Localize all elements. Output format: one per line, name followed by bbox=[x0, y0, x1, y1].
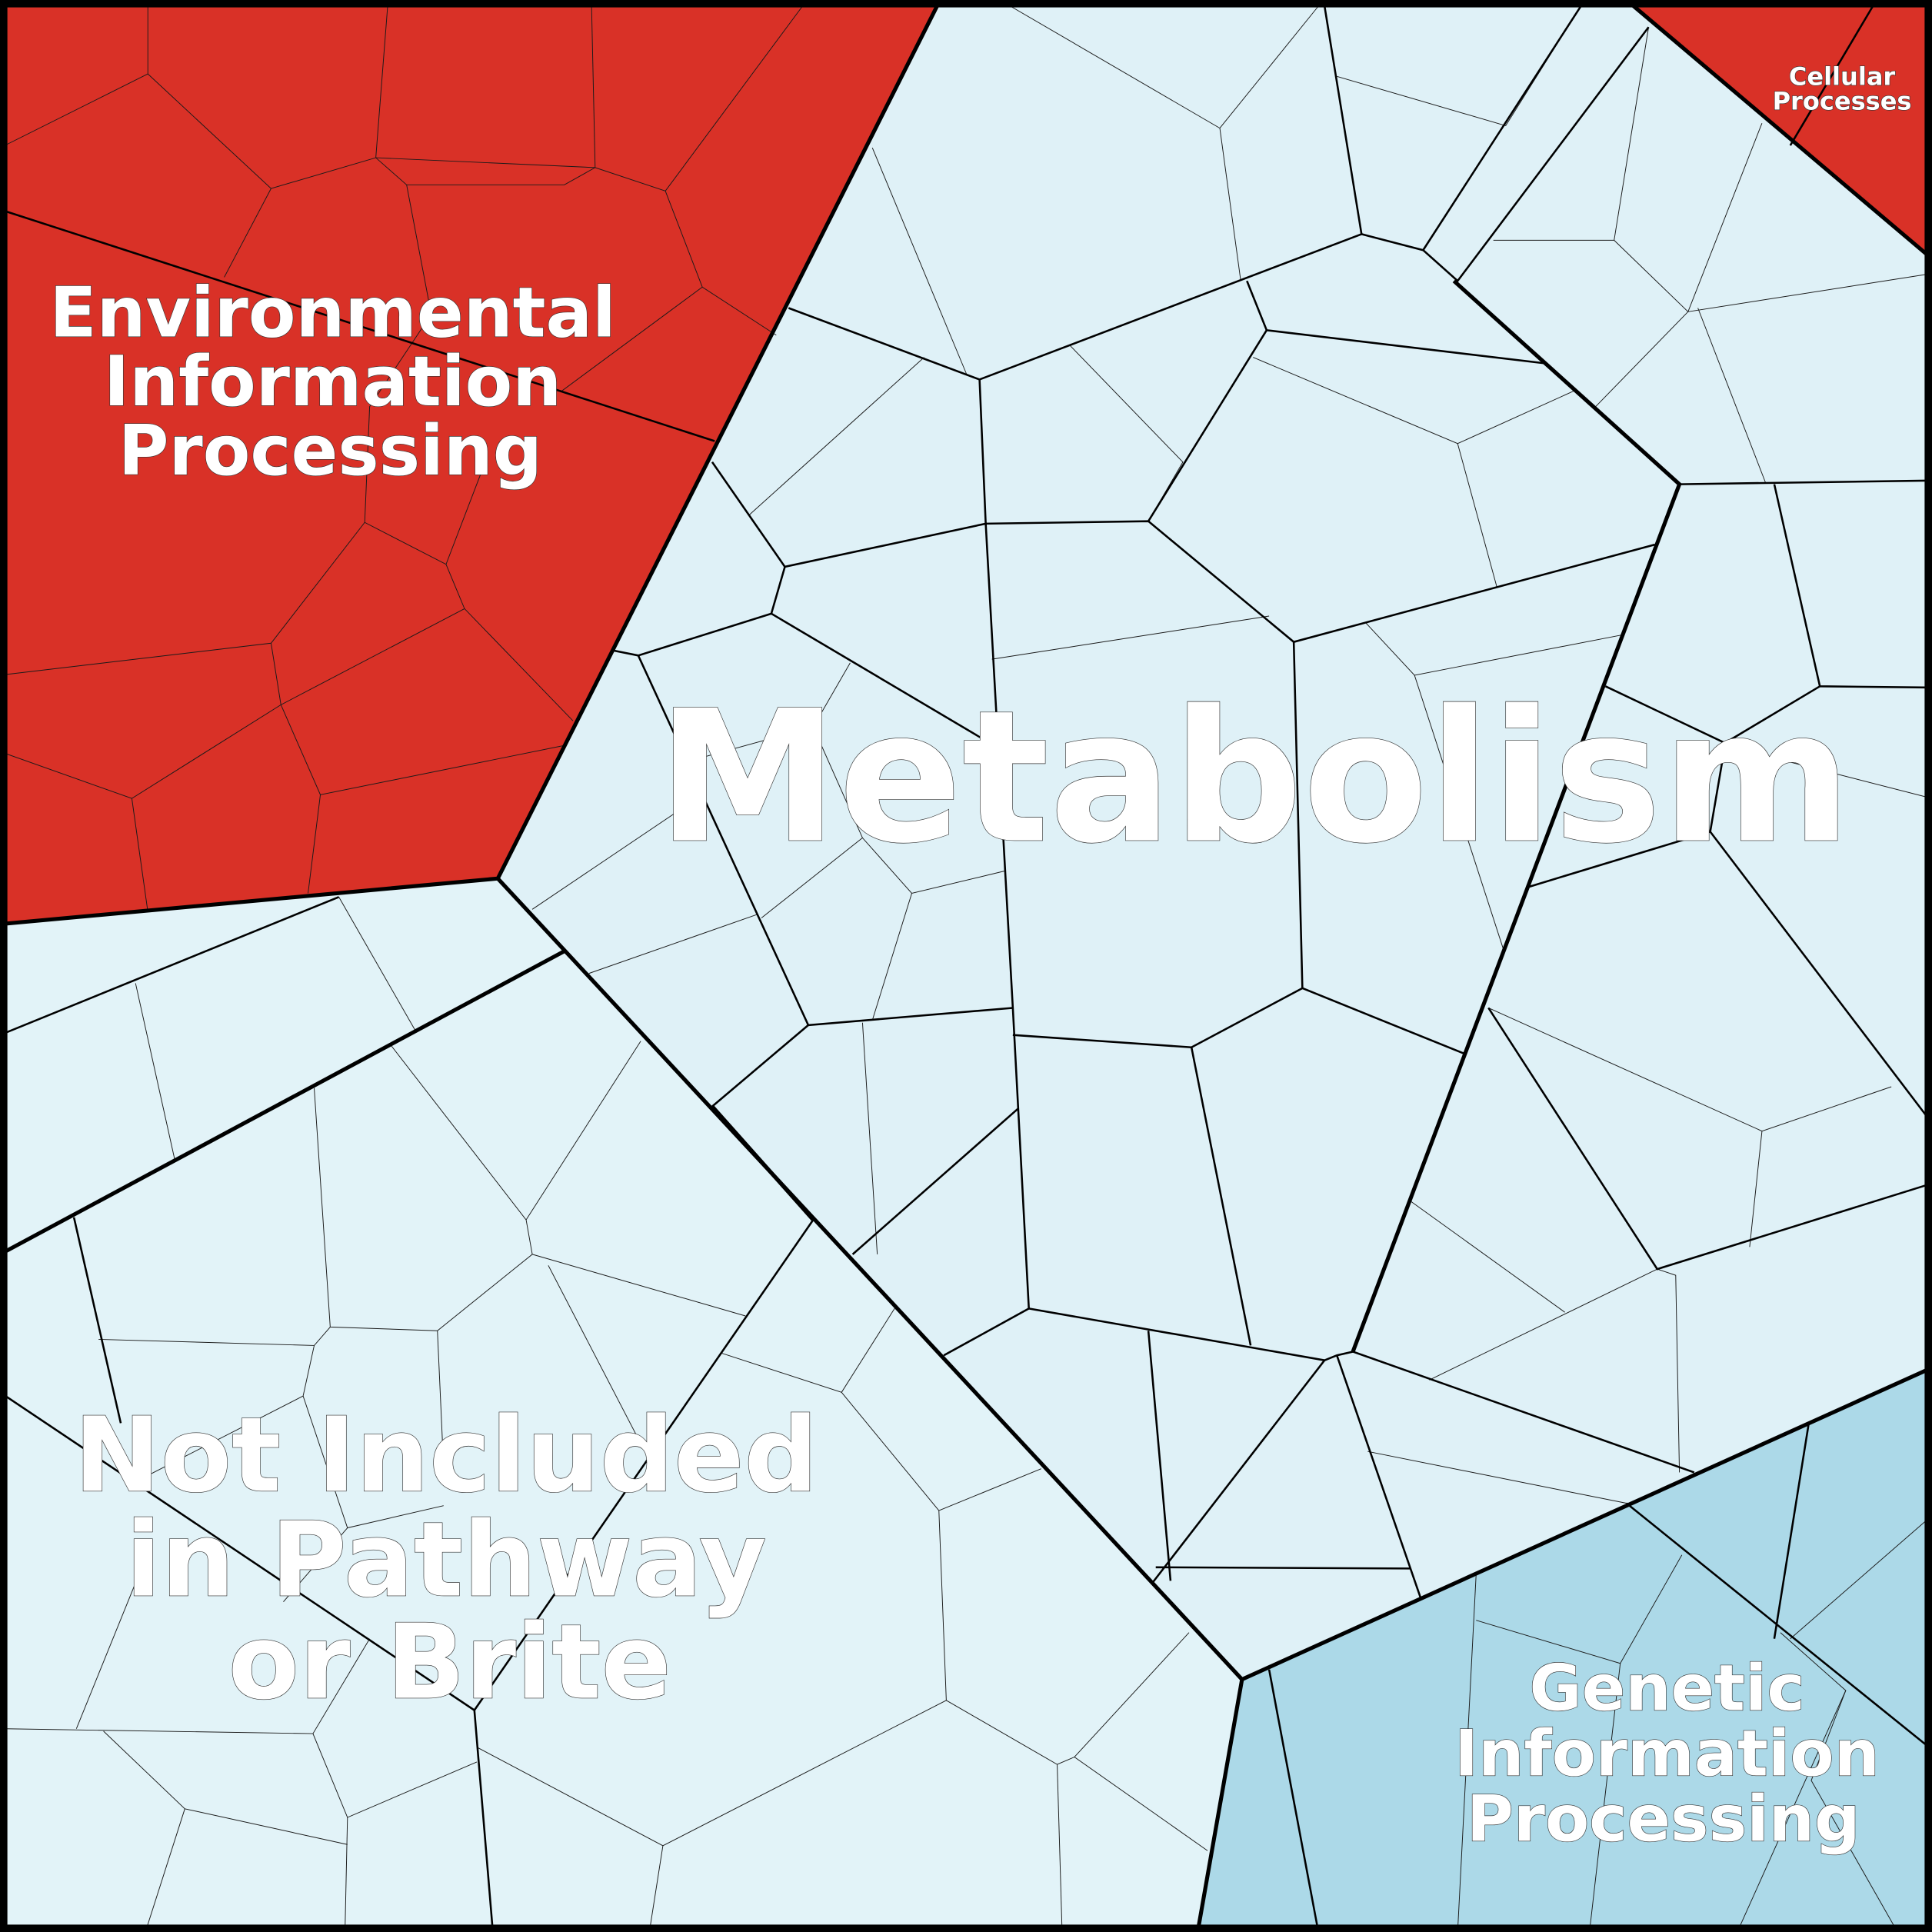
region-genetic[interactable] bbox=[1198, 1367, 1932, 1932]
label-genetic: Genetic Information Processing bbox=[1454, 1651, 1880, 1857]
label-environmental: Environmental Information Processing bbox=[49, 273, 617, 492]
label-cellular: Cellular Processes bbox=[1772, 62, 1912, 116]
svg-text:Information: Information bbox=[104, 342, 561, 422]
region-environmental[interactable] bbox=[0, 0, 941, 924]
label-not-included: Not Included in Pathway or Brite bbox=[73, 1394, 818, 1723]
svg-text:Not Included: Not Included bbox=[74, 1394, 818, 1515]
svg-text:Environmental: Environmental bbox=[49, 273, 615, 353]
svg-text:in Pathway: in Pathway bbox=[125, 1500, 766, 1621]
svg-text:or Brite: or Brite bbox=[228, 1602, 671, 1723]
svg-text:Genetic: Genetic bbox=[1529, 1651, 1804, 1726]
svg-text:Processing: Processing bbox=[1467, 1781, 1860, 1856]
label-metabolism: Metabolism bbox=[657, 671, 1853, 884]
subgroup-boundaries bbox=[0, 5, 1932, 1932]
svg-text:Information: Information bbox=[1454, 1717, 1880, 1791]
svg-text:Metabolism: Metabolism bbox=[657, 671, 1851, 884]
svg-text:Cellular: Cellular bbox=[1789, 62, 1896, 92]
svg-text:Processing: Processing bbox=[118, 411, 542, 491]
svg-text:Processes: Processes bbox=[1773, 87, 1912, 116]
